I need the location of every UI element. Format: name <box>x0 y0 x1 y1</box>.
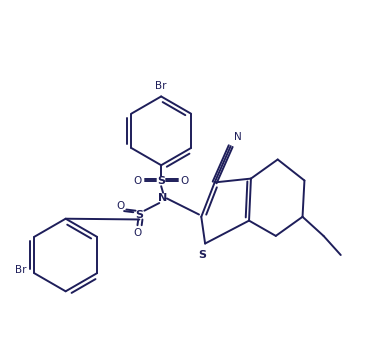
Text: O: O <box>133 228 142 238</box>
Text: Br: Br <box>155 81 167 91</box>
Text: S: S <box>198 251 206 260</box>
Text: O: O <box>181 176 189 186</box>
Text: N: N <box>158 193 168 204</box>
Text: Br: Br <box>15 265 26 274</box>
Text: S: S <box>135 209 143 219</box>
Text: O: O <box>116 201 124 211</box>
Text: S: S <box>157 176 165 186</box>
Text: O: O <box>133 176 142 186</box>
Text: N: N <box>234 132 241 142</box>
